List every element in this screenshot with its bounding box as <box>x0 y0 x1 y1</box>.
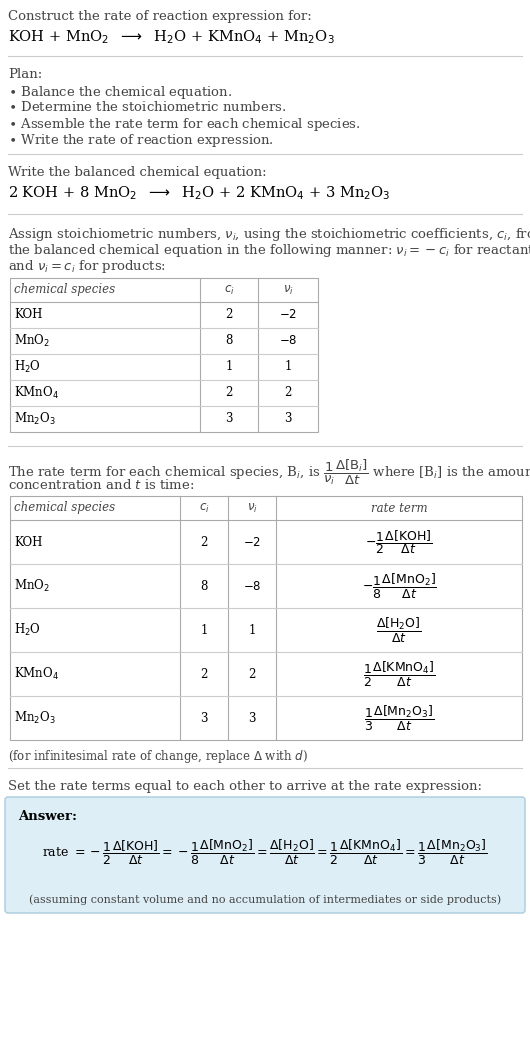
Text: Mn$_2$O$_3$: Mn$_2$O$_3$ <box>14 710 56 726</box>
Text: $-2$: $-2$ <box>279 309 297 321</box>
Text: 2: 2 <box>200 536 208 548</box>
Text: Plan:: Plan: <box>8 68 42 81</box>
Text: $c_i$: $c_i$ <box>224 283 234 297</box>
Text: H$_2$O: H$_2$O <box>14 622 41 638</box>
FancyBboxPatch shape <box>5 797 525 913</box>
Text: $\nu_i$: $\nu_i$ <box>282 283 294 297</box>
Text: chemical species: chemical species <box>14 283 115 296</box>
Text: $-\dfrac{1}{2}\dfrac{\Delta[\mathrm{KOH}]}{\Delta t}$: $-\dfrac{1}{2}\dfrac{\Delta[\mathrm{KOH}… <box>365 528 433 556</box>
Text: 2: 2 <box>225 387 233 400</box>
Bar <box>10 278 318 432</box>
Text: 3: 3 <box>284 412 292 426</box>
Text: Answer:: Answer: <box>18 810 77 823</box>
Text: $c_i$: $c_i$ <box>199 501 209 515</box>
Text: Assign stoichiometric numbers, $\nu_i$, using the stoichiometric coefficients, $: Assign stoichiometric numbers, $\nu_i$, … <box>8 226 530 243</box>
Text: 2 KOH + 8 MnO$_2$  $\longrightarrow$  H$_2$O + 2 KMnO$_4$ + 3 Mn$_2$O$_3$: 2 KOH + 8 MnO$_2$ $\longrightarrow$ H$_2… <box>8 184 391 202</box>
Text: 1: 1 <box>284 361 292 373</box>
Text: $-8$: $-8$ <box>243 579 261 592</box>
Text: (assuming constant volume and no accumulation of intermediates or side products): (assuming constant volume and no accumul… <box>29 894 501 905</box>
Text: KOH: KOH <box>14 309 42 321</box>
Text: $\bullet$ Assemble the rate term for each chemical species.: $\bullet$ Assemble the rate term for eac… <box>8 116 361 133</box>
Text: H$_2$O: H$_2$O <box>14 359 41 376</box>
Text: 8: 8 <box>225 335 233 347</box>
Text: $\dfrac{1}{2}\dfrac{\Delta[\mathrm{KMnO_4}]}{\Delta t}$: $\dfrac{1}{2}\dfrac{\Delta[\mathrm{KMnO_… <box>363 659 435 688</box>
Text: the balanced chemical equation in the following manner: $\nu_i = -c_i$ for react: the balanced chemical equation in the fo… <box>8 242 530 259</box>
Text: 2: 2 <box>284 387 292 400</box>
Text: 3: 3 <box>200 711 208 725</box>
Text: $-2$: $-2$ <box>243 536 261 548</box>
Text: $\dfrac{\Delta[\mathrm{H_2O}]}{\Delta t}$: $\dfrac{\Delta[\mathrm{H_2O}]}{\Delta t}… <box>376 615 422 644</box>
Text: $-8$: $-8$ <box>279 335 297 347</box>
Text: and $\nu_i = c_i$ for products:: and $\nu_i = c_i$ for products: <box>8 258 166 275</box>
Text: Set the rate terms equal to each other to arrive at the rate expression:: Set the rate terms equal to each other t… <box>8 780 482 793</box>
Text: MnO$_2$: MnO$_2$ <box>14 333 50 349</box>
Text: KMnO$_4$: KMnO$_4$ <box>14 666 59 682</box>
Text: Construct the rate of reaction expression for:: Construct the rate of reaction expressio… <box>8 10 312 23</box>
Text: KOH + MnO$_2$  $\longrightarrow$  H$_2$O + KMnO$_4$ + Mn$_2$O$_3$: KOH + MnO$_2$ $\longrightarrow$ H$_2$O +… <box>8 28 334 46</box>
Bar <box>10 496 522 740</box>
Text: rate term: rate term <box>370 501 427 515</box>
Text: 2: 2 <box>225 309 233 321</box>
Text: 2: 2 <box>249 667 255 681</box>
Text: KMnO$_4$: KMnO$_4$ <box>14 385 59 401</box>
Text: MnO$_2$: MnO$_2$ <box>14 578 50 594</box>
Text: $-\dfrac{1}{8}\dfrac{\Delta[\mathrm{MnO_2}]}{\Delta t}$: $-\dfrac{1}{8}\dfrac{\Delta[\mathrm{MnO_… <box>361 571 436 600</box>
Text: 8: 8 <box>200 579 208 592</box>
Text: 3: 3 <box>248 711 256 725</box>
Text: chemical species: chemical species <box>14 501 115 515</box>
Text: rate $= -\dfrac{1}{2}\dfrac{\Delta[\mathrm{KOH}]}{\Delta t} = -\dfrac{1}{8}\dfra: rate $= -\dfrac{1}{2}\dfrac{\Delta[\math… <box>42 838 488 867</box>
Text: $\bullet$ Determine the stoichiometric numbers.: $\bullet$ Determine the stoichiometric n… <box>8 100 286 114</box>
Text: Mn$_2$O$_3$: Mn$_2$O$_3$ <box>14 411 56 427</box>
Text: KOH: KOH <box>14 536 42 548</box>
Text: 3: 3 <box>225 412 233 426</box>
Text: 1: 1 <box>249 623 255 637</box>
Text: 2: 2 <box>200 667 208 681</box>
Text: $\bullet$ Balance the chemical equation.: $\bullet$ Balance the chemical equation. <box>8 84 232 101</box>
Text: $\nu_i$: $\nu_i$ <box>246 501 258 515</box>
Text: $\dfrac{1}{3}\dfrac{\Delta[\mathrm{Mn_2O_3}]}{\Delta t}$: $\dfrac{1}{3}\dfrac{\Delta[\mathrm{Mn_2O… <box>364 704 434 732</box>
Text: The rate term for each chemical species, B$_i$, is $\dfrac{1}{\nu_i}\dfrac{\Delt: The rate term for each chemical species,… <box>8 458 530 487</box>
Text: 1: 1 <box>225 361 233 373</box>
Text: (for infinitesimal rate of change, replace $\Delta$ with $d$): (for infinitesimal rate of change, repla… <box>8 748 308 765</box>
Text: 1: 1 <box>200 623 208 637</box>
Text: concentration and $t$ is time:: concentration and $t$ is time: <box>8 478 195 492</box>
Text: $\bullet$ Write the rate of reaction expression.: $\bullet$ Write the rate of reaction exp… <box>8 132 274 149</box>
Text: Write the balanced chemical equation:: Write the balanced chemical equation: <box>8 166 267 179</box>
